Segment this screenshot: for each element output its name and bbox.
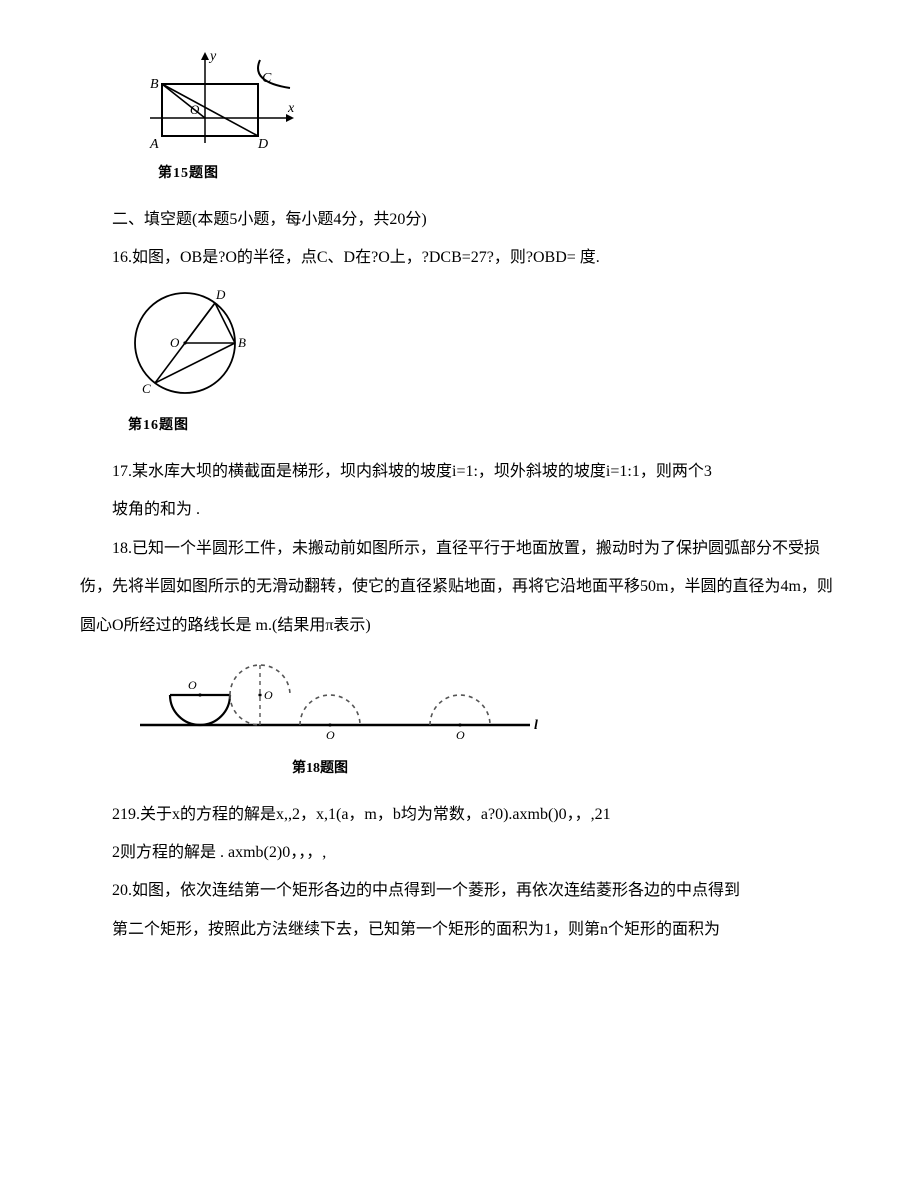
fig15-caption: 第15题图 [158, 157, 840, 191]
fig15-D: D [257, 137, 268, 152]
fig15-x: x [287, 101, 295, 116]
q19-line1: 219.关于x的方程的解是x,,2，x,1(a，m，b均为常数，a?0).axm… [80, 796, 840, 834]
q20-line2: 第二个矩形，按照此方法继续下去，已知第一个矩形的面积为1，则第n个矩形的面积为 [80, 911, 840, 949]
fig18-O1: O [188, 678, 197, 692]
fig15-y: y [208, 49, 217, 64]
fig15-svg: y x B C A D O [140, 48, 300, 153]
fig15-C: C [262, 71, 272, 86]
fig18: O O O O l [130, 653, 840, 748]
fig18-Ob: O [326, 728, 335, 742]
section2-heading: 二、填空题(本题5小题，每小题4分，共20分) [80, 201, 840, 239]
fig15-O: O [190, 102, 200, 117]
fig16-O: O [170, 335, 180, 350]
q20-line1: 20.如图，依次连结第一个矩形各边的中点得到一个菱形，再依次连结菱形各边的中点得… [80, 872, 840, 910]
page: y x B C A D O 第15题图 二、填空题(本题5小题，每小题4分，共2… [0, 0, 920, 989]
q17-line2: 坡角的和为 . [80, 491, 840, 529]
fig16: O B D C [120, 285, 840, 405]
fig18-l: l [534, 718, 538, 733]
fig16-svg: O B D C [120, 285, 260, 405]
fig18-svg: O O O O l [130, 653, 550, 748]
fig16-D: D [215, 287, 226, 302]
q17-line1: 17.某水库大坝的横截面是梯形，坝内斜坡的坡度i=1:，坝外斜坡的坡度i=1:1… [80, 453, 840, 491]
fig15: y x B C A D O [140, 48, 840, 153]
fig18-Oc: O [456, 728, 465, 742]
fig18-Oa: O [264, 688, 273, 702]
fig15-A: A [149, 137, 159, 152]
q16-text: 16.如图，OB是?O的半径，点C、D在?O上，?DCB=27?，则?OBD= … [80, 239, 840, 277]
q18-line1: 18.已知一个半圆形工件，未搬动前如图所示，直径平行于地面放置，搬动时为了保护圆… [80, 530, 840, 645]
fig15-B: B [150, 77, 159, 92]
fig16-caption: 第16题图 [128, 409, 840, 443]
q19-line2: 2则方程的解是 . axmb(2)0，，，, [80, 834, 840, 872]
fig18-caption: 第18题图 [140, 752, 500, 786]
fig16-B: B [238, 335, 246, 350]
fig16-C: C [142, 381, 151, 396]
